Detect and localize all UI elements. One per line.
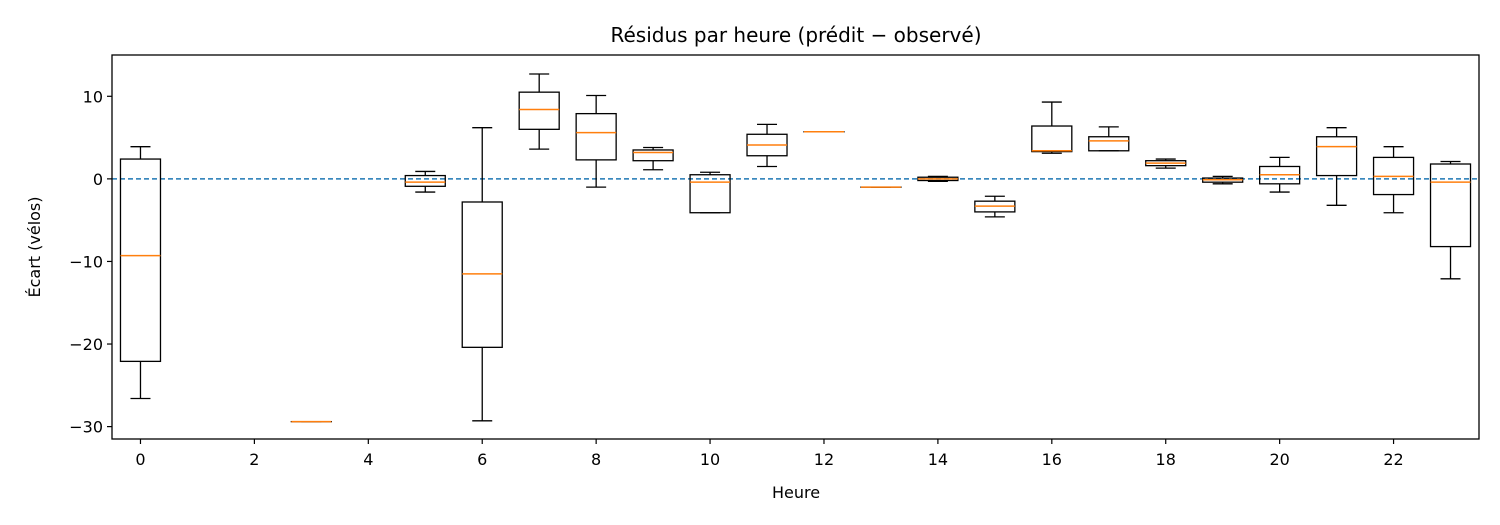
box-iqr (461, 201, 503, 348)
box-hour-17 (1088, 126, 1130, 152)
y-tick-label: 0 (93, 170, 103, 189)
box-hour-0 (119, 146, 162, 400)
x-tick-label: 16 (1042, 450, 1062, 469)
plot-area (112, 73, 1479, 423)
x-axis: 0 2 4 6 8 10 12 14 16 18 20 22 (135, 439, 1404, 469)
y-tick-label: −20 (69, 335, 103, 354)
box-hour-14 (917, 175, 959, 182)
box-iqr (1429, 163, 1472, 248)
box-hour-21 (1315, 127, 1358, 206)
box-iqr (632, 149, 674, 162)
x-tick-label: 14 (928, 450, 948, 469)
box-iqr (518, 91, 560, 130)
box-hour-9 (632, 146, 674, 171)
x-tick-label: 10 (700, 450, 720, 469)
box-hour-10 (689, 171, 731, 214)
box-iqr (1088, 136, 1130, 152)
x-tick-label: 22 (1383, 450, 1403, 469)
x-tick-label: 2 (249, 450, 259, 469)
box-hour-15 (974, 195, 1016, 218)
x-tick-label: 12 (814, 450, 834, 469)
box-iqr (1031, 125, 1073, 153)
x-tick-label: 8 (591, 450, 601, 469)
x-axis-label: Heure (772, 483, 820, 502)
box-hour-16 (1031, 101, 1073, 154)
box-hour-6 (461, 127, 503, 422)
y-tick-label: −30 (69, 418, 103, 437)
y-axis-label: Écart (vélos) (25, 196, 44, 297)
x-tick-label: 6 (477, 450, 487, 469)
y-tick-label: −10 (69, 252, 103, 271)
box-iqr (689, 174, 731, 214)
box-iqr (404, 174, 446, 187)
box-iqr (575, 112, 617, 161)
x-tick-label: 20 (1269, 450, 1289, 469)
y-axis: −30 −20 −10 0 10 (69, 87, 112, 437)
x-tick-label: 0 (135, 450, 145, 469)
box-hour-5 (404, 170, 446, 193)
x-tick-label: 18 (1156, 450, 1176, 469)
box-hour-20 (1258, 156, 1301, 193)
box-hour-8 (575, 94, 617, 188)
box-hour-23 (1429, 160, 1472, 280)
box-hour-22 (1372, 146, 1415, 214)
box-hour-18 (1145, 158, 1187, 169)
plot-frame (111, 54, 1480, 440)
box-hour-11 (746, 123, 788, 168)
box-hour-19 (1202, 175, 1244, 185)
box-hour-7 (518, 73, 560, 150)
chart-title: Résidus par heure (prédit − observé) (610, 23, 981, 47)
y-tick-label: 10 (83, 87, 103, 106)
box-iqr (119, 158, 162, 363)
x-tick-label: 4 (363, 450, 373, 469)
box-iqr (1315, 136, 1358, 177)
